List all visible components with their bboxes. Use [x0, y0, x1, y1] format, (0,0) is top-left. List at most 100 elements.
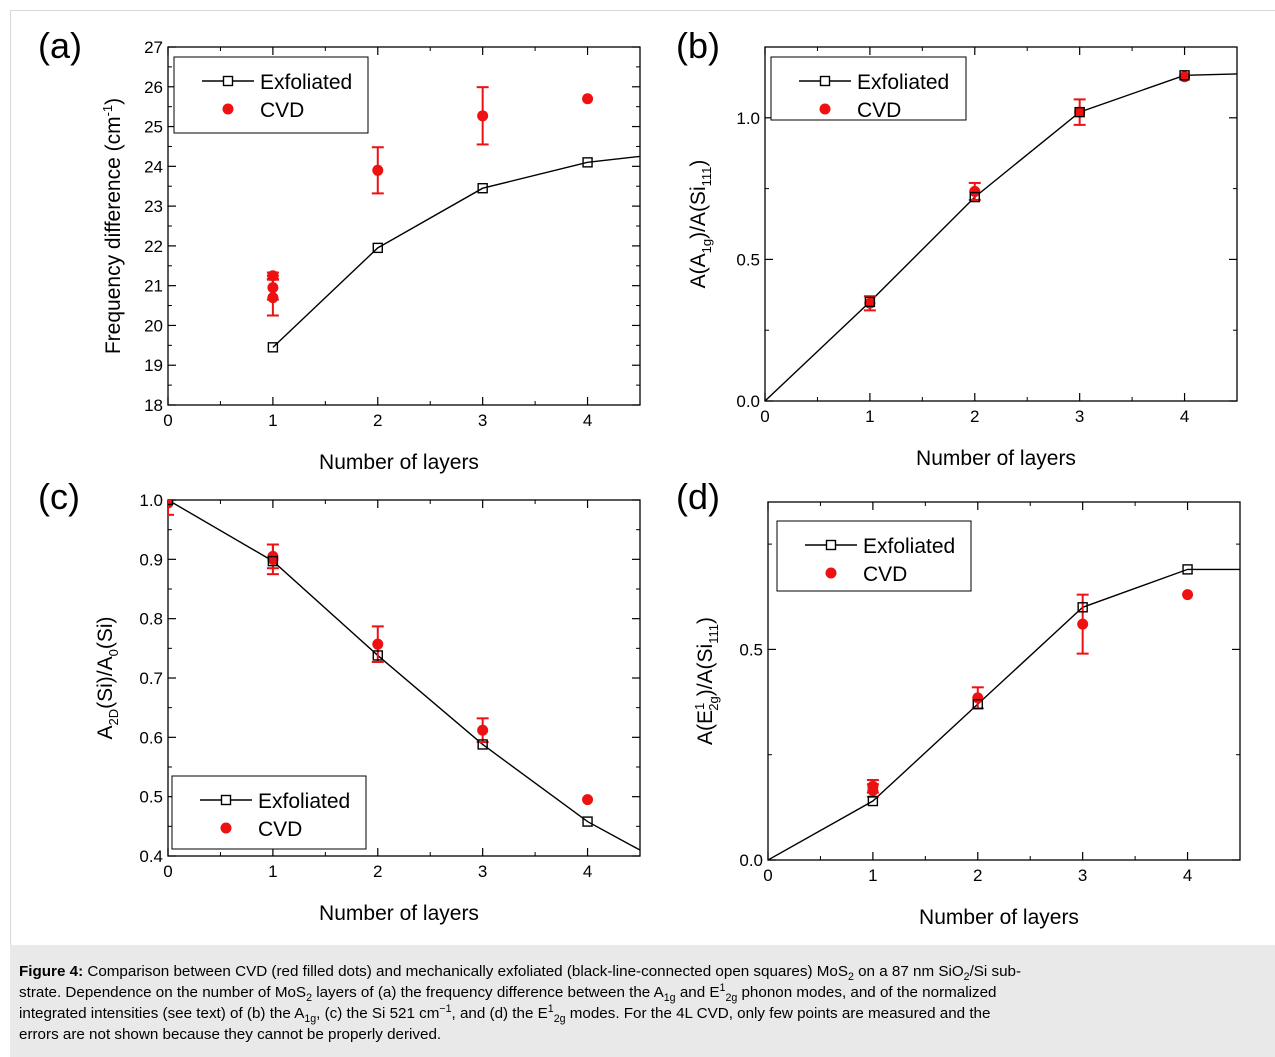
- legend-exfoliated-marker: [220, 794, 232, 806]
- panel-label: (a): [38, 25, 82, 66]
- cvd-point: [582, 93, 594, 105]
- y-tick-label: 18: [144, 396, 163, 415]
- y-axis-label: A2D(Si)/A0(Si): [94, 616, 121, 739]
- x-tick-label: 4: [1180, 407, 1189, 426]
- y-axis-label: A(E12g)/A(Si111): [692, 617, 721, 745]
- plot-frame: [767, 501, 1241, 861]
- legend-label-exfoliated: Exfoliated: [258, 790, 350, 813]
- caption-text-2d: phonon modes, and of the normalized: [737, 984, 997, 1001]
- cvd-point: [1182, 589, 1194, 601]
- legend: Exfoliated CVD: [173, 56, 369, 134]
- caption-text-1: Comparison between CVD (red filled dots)…: [83, 963, 848, 980]
- x-tick-label: 0: [163, 411, 172, 430]
- x-tick-label: 3: [478, 862, 487, 881]
- cvd-point: [372, 164, 384, 176]
- caption-sub: 2: [963, 971, 970, 984]
- y-tick-label: 0.4: [139, 847, 163, 866]
- legend-label-exfoliated: Exfoliated: [863, 535, 955, 558]
- y-axis-label: A(A1g)/A(Si111): [687, 160, 714, 289]
- exfoliated-point: [1182, 564, 1193, 575]
- y-tick-label: 24: [144, 157, 163, 176]
- legend-exfoliated-marker: [825, 539, 837, 551]
- legend-cvd-marker: [825, 567, 837, 579]
- y-tick-label: 27: [144, 38, 163, 57]
- y-tick-label: 1.0: [139, 491, 163, 510]
- cvd-point: [867, 785, 879, 797]
- x-axis-label: Number of layers: [319, 902, 479, 925]
- exfoliated-line: [765, 73, 1237, 401]
- x-tick-label: 1: [268, 411, 277, 430]
- exfoliated-point: [1179, 70, 1190, 81]
- exfoliated-point: [372, 650, 383, 661]
- caption-text-3d: modes. For the 4L CVD, only few points a…: [565, 1005, 991, 1022]
- y-tick-label: 23: [144, 197, 163, 216]
- x-tick-label: 2: [373, 862, 382, 881]
- caption-text-3c: , and (d) the E: [451, 1005, 548, 1022]
- caption-text-2: strate. Dependence on the number of MoS: [19, 984, 307, 1001]
- caption-sub: 1g: [663, 992, 676, 1005]
- y-tick-label: 0.9: [139, 550, 163, 569]
- legend-exfoliated-marker: [222, 75, 234, 87]
- legend-exfoliated-marker: [819, 75, 831, 87]
- x-tick-label: 4: [1183, 866, 1192, 885]
- y-axis-label: Frequency difference (cm-1): [100, 98, 125, 354]
- frame-left-border: [10, 10, 11, 945]
- y-tick-label: 0.5: [739, 640, 763, 659]
- y-tick-label: 19: [144, 356, 163, 375]
- y-tick-label: 0.5: [736, 250, 760, 269]
- legend-box: [173, 56, 369, 134]
- legend-box: [171, 775, 367, 850]
- legend-label-cvd: CVD: [258, 818, 302, 841]
- x-tick-label: 2: [373, 411, 382, 430]
- x-tick-label: 1: [868, 866, 877, 885]
- y-tick-label: 25: [144, 118, 163, 137]
- plot-content: [168, 500, 640, 851]
- cvd-point: [969, 185, 981, 197]
- cvd-point: [1077, 618, 1089, 630]
- frame-top-border: [10, 10, 1275, 11]
- chart-panel: (c) 0 1 2 3 4 0.4 0.5 0.6 0.7 0.8 0.9 1.0 Number of l…: [38, 476, 641, 925]
- y-tick-label: 0.5: [139, 788, 163, 807]
- cvd-point: [477, 110, 489, 122]
- x-tick-label: 4: [583, 411, 592, 430]
- plot-content: [266, 86, 640, 353]
- y-tick-label: 20: [144, 316, 163, 335]
- exfoliated-line: [272, 155, 640, 348]
- x-tick-label: 4: [583, 862, 592, 881]
- legend-label-exfoliated: Exfoliated: [857, 71, 949, 94]
- exfoliated-point: [582, 157, 593, 168]
- x-tick-label: 1: [268, 862, 277, 881]
- y-tick-label: 21: [144, 277, 163, 296]
- caption-label: Figure 4:: [19, 963, 84, 980]
- exfoliated-point: [1074, 106, 1085, 118]
- legend-box: [770, 56, 967, 121]
- x-axis-label: Number of layers: [919, 906, 1079, 929]
- legend-cvd-marker: [819, 103, 831, 115]
- legend-label-cvd: CVD: [260, 99, 304, 122]
- cvd-point: [267, 292, 279, 304]
- cvd-point: [1074, 106, 1086, 118]
- x-tick-label: 0: [163, 862, 172, 881]
- exfoliated-point: [969, 191, 980, 203]
- cvd-point: [582, 794, 594, 806]
- exfoliated-point: [864, 296, 876, 308]
- plot-content: [765, 70, 1237, 401]
- panel-label: (c): [38, 476, 80, 517]
- exfoliated-point: [582, 816, 593, 827]
- caption-sup: 1: [719, 981, 726, 994]
- exfoliated-point: [867, 795, 879, 807]
- caption-text-4: errors are not shown because they cannot…: [19, 1026, 442, 1043]
- figure-caption: Figure 4: Comparison between CVD (red fi…: [10, 945, 1275, 1057]
- x-axis-label: Number of layers: [319, 451, 479, 474]
- exfoliated-point: [267, 342, 279, 353]
- y-tick-label: 0.0: [736, 392, 760, 411]
- x-tick-label: 1: [865, 407, 874, 426]
- legend-cvd-marker: [222, 103, 234, 115]
- caption-text-2b: layers of (a) the frequency difference b…: [311, 984, 664, 1001]
- caption-text-3b: , (c) the Si 521 cm: [316, 1005, 440, 1022]
- panel-label: (d): [676, 476, 720, 517]
- exfoliated-point: [972, 698, 983, 710]
- x-tick-label: 0: [763, 866, 772, 885]
- x-tick-label: 2: [973, 866, 982, 885]
